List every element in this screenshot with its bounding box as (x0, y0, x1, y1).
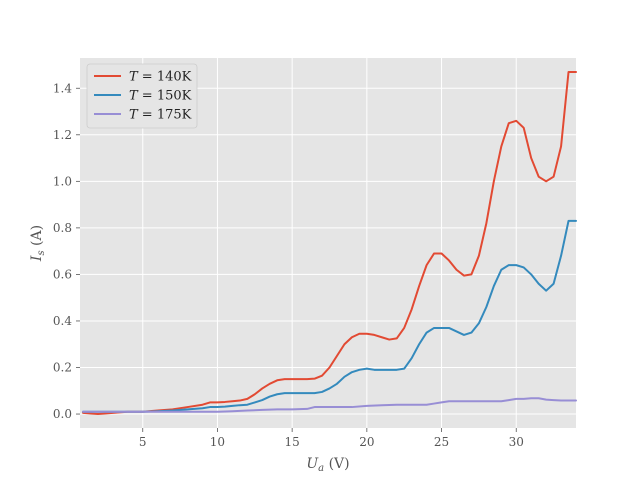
legend-box (86, 63, 198, 129)
y-axis-label: Is (A) (29, 225, 47, 262)
y-tick-label: 1.2 (53, 128, 72, 142)
x-tick-label: 25 (434, 435, 449, 449)
legend-label-150K: T = 150K (129, 89, 192, 104)
x-tick-labels: 5 10 15 20 25 30 (139, 428, 524, 449)
grid-lines (80, 58, 576, 428)
x-tick-label: 30 (509, 435, 524, 449)
x-tick-label: 10 (210, 435, 225, 449)
y-tick-label: 0.6 (53, 267, 72, 281)
x-tick-label: 20 (359, 435, 374, 449)
legend: T = 140K T = 150K T = 175K (86, 63, 198, 129)
legend-label-140K: T = 140K (129, 70, 192, 85)
y-tick-label: 1.0 (53, 174, 72, 188)
y-tick-label: 0.8 (53, 221, 72, 235)
series-line-2 (81, 397, 577, 413)
x-tick-label: 5 (139, 435, 147, 449)
y-tick-labels: 0.0 0.2 0.4 0.6 0.8 1.0 1.2 1.4 (53, 81, 80, 421)
legend-label-175K: T = 175K (129, 108, 192, 123)
series-line-1 (81, 219, 577, 413)
x-axis-label: Ua (V) (306, 456, 349, 474)
y-tick-label: 0.4 (53, 314, 72, 328)
y-tick-label: 0.0 (53, 407, 72, 421)
series-line-0 (81, 70, 577, 416)
y-tick-label: 1.4 (53, 81, 72, 95)
x-tick-label: 15 (285, 435, 300, 449)
series-lines (81, 70, 577, 416)
y-tick-label: 0.2 (53, 360, 72, 374)
